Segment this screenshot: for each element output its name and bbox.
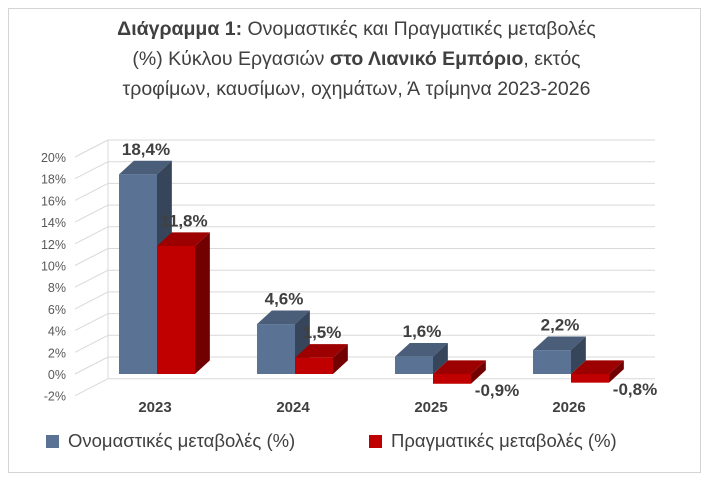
- bar: [257, 324, 295, 374]
- bar: [433, 374, 471, 384]
- gridline-side: [74, 334, 109, 353]
- data-label: 18,4%: [122, 140, 170, 159]
- bar-side-face: [195, 232, 210, 374]
- gridline-side: [74, 139, 109, 158]
- y-tick-label: 18%: [41, 173, 66, 187]
- title-text-3: , εκτός: [523, 48, 581, 70]
- y-tick-label: -2%: [44, 390, 66, 404]
- bar-top-face: [533, 336, 586, 351]
- bar-side-face: [471, 360, 486, 384]
- bar-side-face: [571, 336, 586, 374]
- legend-swatch-nominal: [46, 434, 59, 448]
- y-tick-label: 20%: [41, 151, 66, 165]
- bar-top-face: [157, 232, 210, 246]
- y-tick-label: 14%: [41, 216, 66, 230]
- data-label: 1,5%: [303, 323, 342, 342]
- title-bold-middle: στο Λιανικό Εμπόριο: [329, 48, 524, 70]
- bar-side-face: [433, 343, 448, 374]
- data-label: 4,6%: [265, 289, 304, 308]
- bar: [533, 350, 571, 374]
- legend-swatch-real: [369, 434, 382, 448]
- gridline-side: [74, 356, 109, 375]
- y-tick-label: 8%: [48, 281, 66, 295]
- x-tick-label: 2024: [276, 399, 310, 416]
- bar-top-face: [571, 360, 624, 374]
- gridline-side: [74, 226, 109, 245]
- bar-side-face: [333, 344, 348, 374]
- bar-top-face: [257, 310, 310, 325]
- y-tick-label: 2%: [48, 346, 66, 360]
- title-line-3: τροφίμων, καυσίμων, οχημάτων, Ά τρίμηνα …: [122, 78, 591, 100]
- gridline-side: [74, 248, 109, 266]
- bar: [395, 356, 433, 374]
- legend-item-real: Πραγματικές μεταβολές (%): [369, 430, 617, 452]
- gridline-side: [74, 204, 109, 223]
- x-tick-label: 2023: [138, 399, 171, 416]
- bar-side-face: [609, 360, 624, 383]
- data-label: 11,8%: [160, 211, 207, 230]
- gridline-side: [74, 161, 109, 180]
- data-label: -0,8%: [613, 380, 657, 399]
- y-tick-label: 0%: [48, 368, 66, 382]
- data-label: -0,9%: [475, 381, 519, 400]
- bar: [119, 174, 157, 374]
- y-tick-label: 16%: [41, 194, 66, 208]
- title-text-1: Ονομαστικές και Πραγματικές μεταβολές: [242, 18, 596, 40]
- title-line-2: (%) Κύκλου Εργασιών στο Λιανικό Εμπόριο,…: [10, 44, 703, 74]
- x-tick-label: 2025: [414, 399, 447, 416]
- gridline-side: [74, 313, 109, 332]
- bar-top-face: [295, 344, 348, 358]
- chart-title: Διάγραμμα 1: Ονομαστικές και Πραγματικές…: [10, 14, 703, 104]
- gridline-side: [74, 182, 109, 201]
- bar-top-face: [395, 343, 448, 357]
- title-text-2: (%) Κύκλου Εργασιών: [132, 48, 330, 70]
- bar-top-face: [433, 360, 486, 374]
- y-tick-label: 12%: [41, 238, 66, 252]
- y-tick-label: 6%: [48, 303, 66, 317]
- y-tick-label: 10%: [41, 260, 66, 274]
- gridline-side: [74, 269, 109, 288]
- y-tick-label: 4%: [48, 325, 66, 339]
- bar: [157, 245, 195, 374]
- title-line-1: Διάγραμμα 1: Ονομαστικές και Πραγματικές…: [10, 14, 703, 44]
- legend-label-real: Πραγματικές μεταβολές (%): [391, 430, 617, 451]
- data-label: 2,2%: [541, 316, 580, 335]
- data-label: 1,6%: [403, 322, 442, 341]
- legend-item-nominal: Ονομαστικές μεταβολές (%): [46, 430, 295, 452]
- gridline-side: [74, 378, 109, 397]
- bar: [571, 374, 609, 383]
- title-bold-prefix: Διάγραμμα 1:: [117, 18, 243, 40]
- chart-legend: Ονομαστικές μεταβολές (%) Πραγματικές με…: [0, 430, 711, 460]
- gridline-side: [74, 291, 109, 310]
- x-tick-label: 2026: [552, 399, 585, 416]
- bar-top-face: [119, 160, 172, 175]
- legend-label-nominal: Ονομαστικές μεταβολές (%): [68, 430, 296, 451]
- bar: [295, 357, 333, 374]
